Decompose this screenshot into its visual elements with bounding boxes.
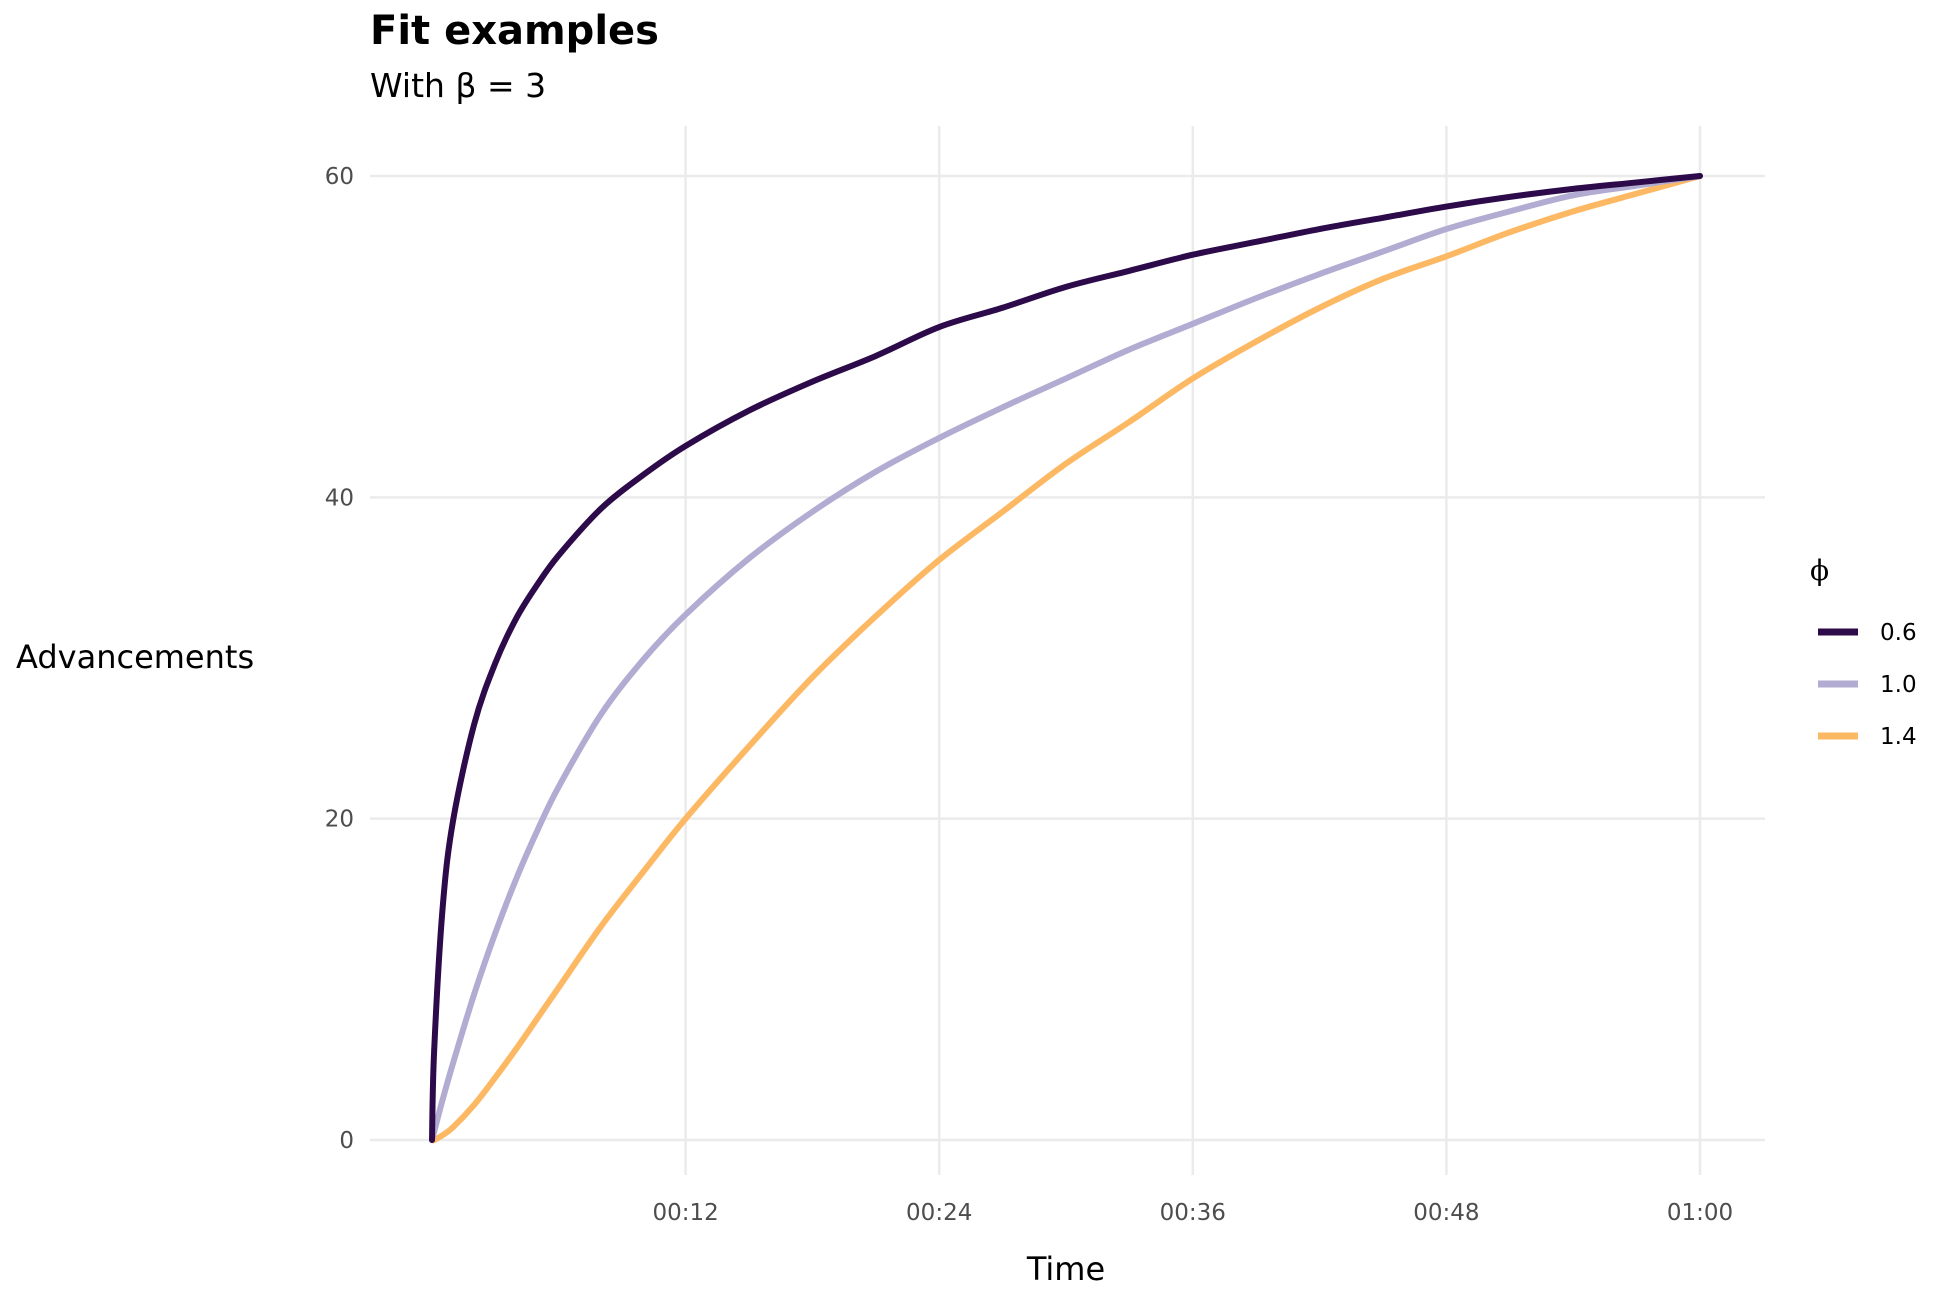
y-tick-label: 0 xyxy=(339,1128,354,1154)
x-axis-title: Time xyxy=(1026,1250,1105,1288)
legend-label: 0.6 xyxy=(1880,620,1917,646)
y-tick-label: 20 xyxy=(325,807,354,833)
x-tick-label: 01:00 xyxy=(1667,1200,1733,1226)
series-line-1-4 xyxy=(429,173,1703,1144)
chart-subtitle: With β = 3 xyxy=(370,66,546,105)
series-line-0-6 xyxy=(429,173,1703,1143)
series-line-1-0 xyxy=(429,173,1703,1143)
x-axis-ticks: 00:12 00:24 00:36 00:48 01:00 xyxy=(652,1200,1733,1226)
chart-title: Fit examples xyxy=(370,8,659,54)
series-layer xyxy=(429,173,1703,1144)
x-tick-label: 00:36 xyxy=(1160,1200,1226,1226)
x-tick-label: 00:24 xyxy=(906,1200,972,1226)
legend-items: 0.6 1.0 1.4 xyxy=(1818,620,1917,750)
x-tick-label: 00:48 xyxy=(1413,1200,1479,1226)
x-tick-label: 00:12 xyxy=(652,1200,718,1226)
y-tick-label: 60 xyxy=(325,164,354,190)
grid xyxy=(370,126,1765,1175)
y-axis-ticks: 0 20 40 60 xyxy=(325,164,354,1154)
y-axis-title: Advancements xyxy=(16,638,254,676)
legend-label: 1.0 xyxy=(1880,672,1917,698)
legend-label: 1.4 xyxy=(1880,724,1917,750)
y-tick-label: 40 xyxy=(325,485,354,511)
legend: ϕ 0.6 1.0 1.4 xyxy=(1810,554,1917,750)
legend-title: ϕ xyxy=(1810,554,1829,587)
